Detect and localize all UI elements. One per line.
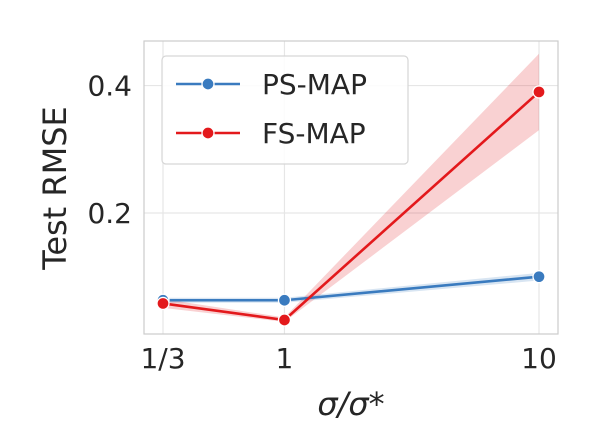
fs-map-point — [532, 85, 546, 99]
x-tick-label: 1 — [276, 342, 294, 375]
fs-map-legend-label: FS-MAP — [262, 117, 366, 150]
y-tick-label: 0.4 — [87, 70, 132, 103]
ps-map-legend-label: PS-MAP — [262, 68, 367, 101]
y-tick-label: 0.2 — [87, 197, 132, 230]
fs-map-point — [277, 313, 292, 327]
fs-map-point — [156, 296, 170, 311]
tick-labels: 1/3 1 10 0.2 0.4 — [87, 70, 556, 375]
fs-map-legend-marker — [201, 126, 215, 140]
series-points — [156, 85, 546, 327]
legend-entries: PS-MAP FS-MAP — [176, 68, 367, 150]
legend: PS-MAP FS-MAP — [161, 55, 409, 165]
y-axis-label: Test RMSE — [36, 106, 74, 271]
x-axis-label: σ/σ* — [317, 385, 384, 423]
ps-map-point — [277, 293, 292, 307]
ps-map-point — [532, 270, 546, 284]
x-tick-label: 10 — [521, 342, 557, 375]
x-tick-label: 1/3 — [140, 342, 185, 375]
fs-map-confidence-band — [163, 53, 539, 322]
ps-map-legend-marker — [201, 77, 215, 91]
plot-frame — [143, 40, 559, 335]
